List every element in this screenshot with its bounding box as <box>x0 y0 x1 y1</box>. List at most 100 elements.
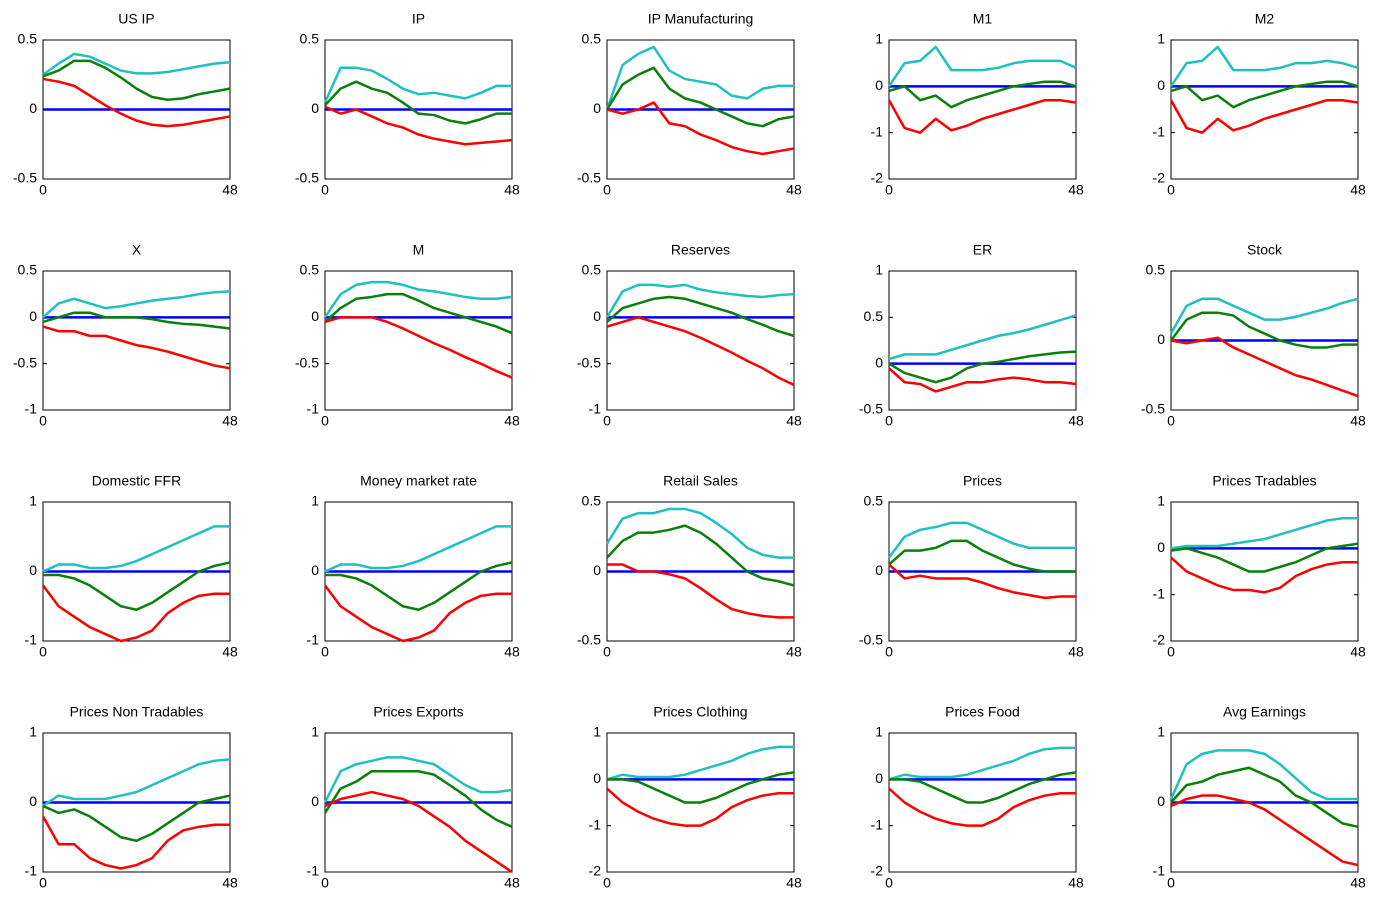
chart-title: Stock <box>1247 242 1283 258</box>
series-line <box>323 756 513 804</box>
series-line <box>606 787 794 827</box>
y-tick-label: -1 <box>1153 585 1166 601</box>
y-tick-label: 0.5 <box>864 493 884 509</box>
series-line <box>606 524 795 587</box>
x-tick-label: 0 <box>1167 875 1175 891</box>
y-tick-label: 0.5 <box>864 308 884 324</box>
x-tick-label: 48 <box>1350 644 1366 660</box>
series-line <box>888 80 1077 109</box>
series-line <box>42 290 231 319</box>
series-line <box>887 521 1076 559</box>
chart-title: Prices Exports <box>373 704 463 720</box>
x-tick-label: 48 <box>786 413 802 429</box>
y-tick-label: -0.5 <box>577 354 601 370</box>
x-tick-label: 0 <box>39 182 47 198</box>
y-tick-label: 0.5 <box>582 262 602 278</box>
series-line <box>42 525 230 573</box>
y-tick-label: 0.5 <box>18 262 38 278</box>
series-line <box>889 771 1077 804</box>
y-tick-label: 1 <box>311 493 319 509</box>
y-tick-label: 0 <box>311 793 319 809</box>
x-tick-label: 48 <box>1068 644 1084 660</box>
plot-frame <box>606 270 795 411</box>
y-tick-label: 0 <box>593 562 601 578</box>
series-line <box>888 563 1076 600</box>
series-line <box>1169 45 1359 88</box>
series-line <box>1170 542 1359 573</box>
y-tick-label: 0 <box>311 562 319 578</box>
x-tick-label: 48 <box>222 875 238 891</box>
y-tick-label: 0 <box>593 308 601 324</box>
series-line <box>325 561 513 611</box>
series-line <box>324 525 512 573</box>
x-tick-label: 48 <box>504 644 520 660</box>
y-tick-label: 1 <box>1157 31 1165 47</box>
plot-frame <box>888 39 1077 180</box>
chart-title: Avg Earnings <box>1223 704 1306 720</box>
y-tick-label: 0.5 <box>300 31 320 47</box>
plot-frame <box>888 270 1077 411</box>
y-tick-label: 0.5 <box>300 262 320 278</box>
y-tick-label: 0.5 <box>582 31 602 47</box>
x-tick-label: 0 <box>885 644 893 660</box>
series-line <box>888 314 1077 361</box>
y-tick-label: -1 <box>25 863 38 879</box>
x-tick-label: 0 <box>1167 644 1175 660</box>
y-tick-label: 0 <box>1157 793 1165 809</box>
chart-title: M <box>413 242 425 258</box>
chart-title: IP Manufacturing <box>648 11 754 27</box>
plot-frame <box>324 270 513 411</box>
x-tick-label: 0 <box>603 644 611 660</box>
series-line <box>324 105 513 146</box>
x-tick-label: 48 <box>1068 413 1084 429</box>
chart-title: M1 <box>973 11 993 27</box>
series-line <box>324 790 513 874</box>
x-tick-label: 0 <box>603 413 611 429</box>
x-tick-label: 0 <box>321 644 329 660</box>
series-line <box>1170 80 1359 109</box>
series-line <box>605 507 794 559</box>
y-tick-label: -1 <box>871 816 884 832</box>
y-tick-label: -2 <box>1153 632 1166 648</box>
series-line <box>605 66 795 128</box>
series-line <box>607 771 795 804</box>
series-line <box>605 283 795 318</box>
y-tick-label: -1 <box>589 816 602 832</box>
x-tick-label: 48 <box>1068 182 1084 198</box>
chart-title: Prices Non Tradables <box>70 704 204 720</box>
chart-title: Money market rate <box>360 473 477 489</box>
series-line <box>42 311 231 330</box>
series-line <box>1169 98 1359 134</box>
y-tick-label: -1 <box>589 401 602 417</box>
y-tick-label: 0 <box>1157 539 1165 555</box>
y-tick-label: -0.5 <box>295 354 319 370</box>
x-tick-label: 48 <box>222 413 238 429</box>
series-line <box>323 66 512 104</box>
x-tick-label: 0 <box>321 182 329 198</box>
x-tick-label: 0 <box>885 875 893 891</box>
series-line <box>606 316 795 387</box>
x-tick-label: 0 <box>603 182 611 198</box>
y-tick-label: 1 <box>593 724 601 740</box>
y-tick-label: 0 <box>875 562 883 578</box>
series-line <box>323 280 513 319</box>
y-tick-label: 0 <box>875 354 883 370</box>
y-tick-label: 1 <box>875 262 883 278</box>
y-tick-label: -2 <box>589 863 602 879</box>
y-tick-label: -1 <box>307 401 320 417</box>
x-tick-label: 0 <box>1167 182 1175 198</box>
chart-title: Domestic FFR <box>92 473 181 489</box>
series-line <box>324 316 513 379</box>
plot-frame <box>1170 39 1359 180</box>
series-line <box>1170 794 1359 867</box>
y-tick-label: 0.5 <box>582 493 602 509</box>
y-tick-label: -1 <box>1153 863 1166 879</box>
chart-title: Retail Sales <box>663 473 738 489</box>
chart-title: US IP <box>118 11 155 27</box>
series-line <box>1170 556 1358 594</box>
series-line <box>606 745 794 781</box>
y-tick-label: -0.5 <box>295 170 319 186</box>
x-tick-label: 48 <box>786 182 802 198</box>
y-tick-label: -1 <box>25 401 38 417</box>
y-tick-label: 0.5 <box>1146 262 1166 278</box>
